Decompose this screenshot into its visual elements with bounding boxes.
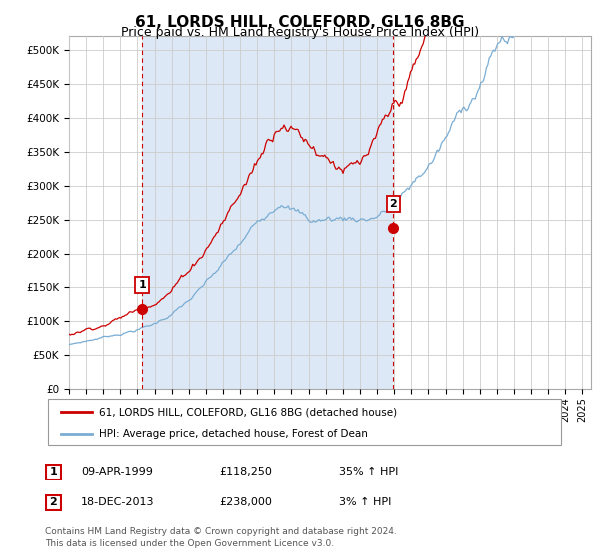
Text: 61, LORDS HILL, COLEFORD, GL16 8BG: 61, LORDS HILL, COLEFORD, GL16 8BG [135,15,465,30]
Text: Price paid vs. HM Land Registry's House Price Index (HPI): Price paid vs. HM Land Registry's House … [121,26,479,39]
Text: 1: 1 [50,467,57,477]
Text: 3% ↑ HPI: 3% ↑ HPI [339,497,391,507]
Text: HPI: Average price, detached house, Forest of Dean: HPI: Average price, detached house, Fore… [100,429,368,438]
Text: 1: 1 [138,280,146,290]
Text: 18-DEC-2013: 18-DEC-2013 [81,497,155,507]
Text: £238,000: £238,000 [219,497,272,507]
FancyBboxPatch shape [46,495,61,510]
Text: Contains HM Land Registry data © Crown copyright and database right 2024.
This d: Contains HM Land Registry data © Crown c… [45,527,397,548]
Text: 2: 2 [389,199,397,209]
Text: 61, LORDS HILL, COLEFORD, GL16 8BG (detached house): 61, LORDS HILL, COLEFORD, GL16 8BG (deta… [100,407,397,417]
Text: 09-APR-1999: 09-APR-1999 [81,467,153,477]
Text: £118,250: £118,250 [219,467,272,477]
Bar [142,36,394,389]
FancyBboxPatch shape [46,465,61,479]
Text: 35% ↑ HPI: 35% ↑ HPI [339,467,398,477]
FancyBboxPatch shape [48,399,561,445]
Text: 2: 2 [50,497,57,507]
